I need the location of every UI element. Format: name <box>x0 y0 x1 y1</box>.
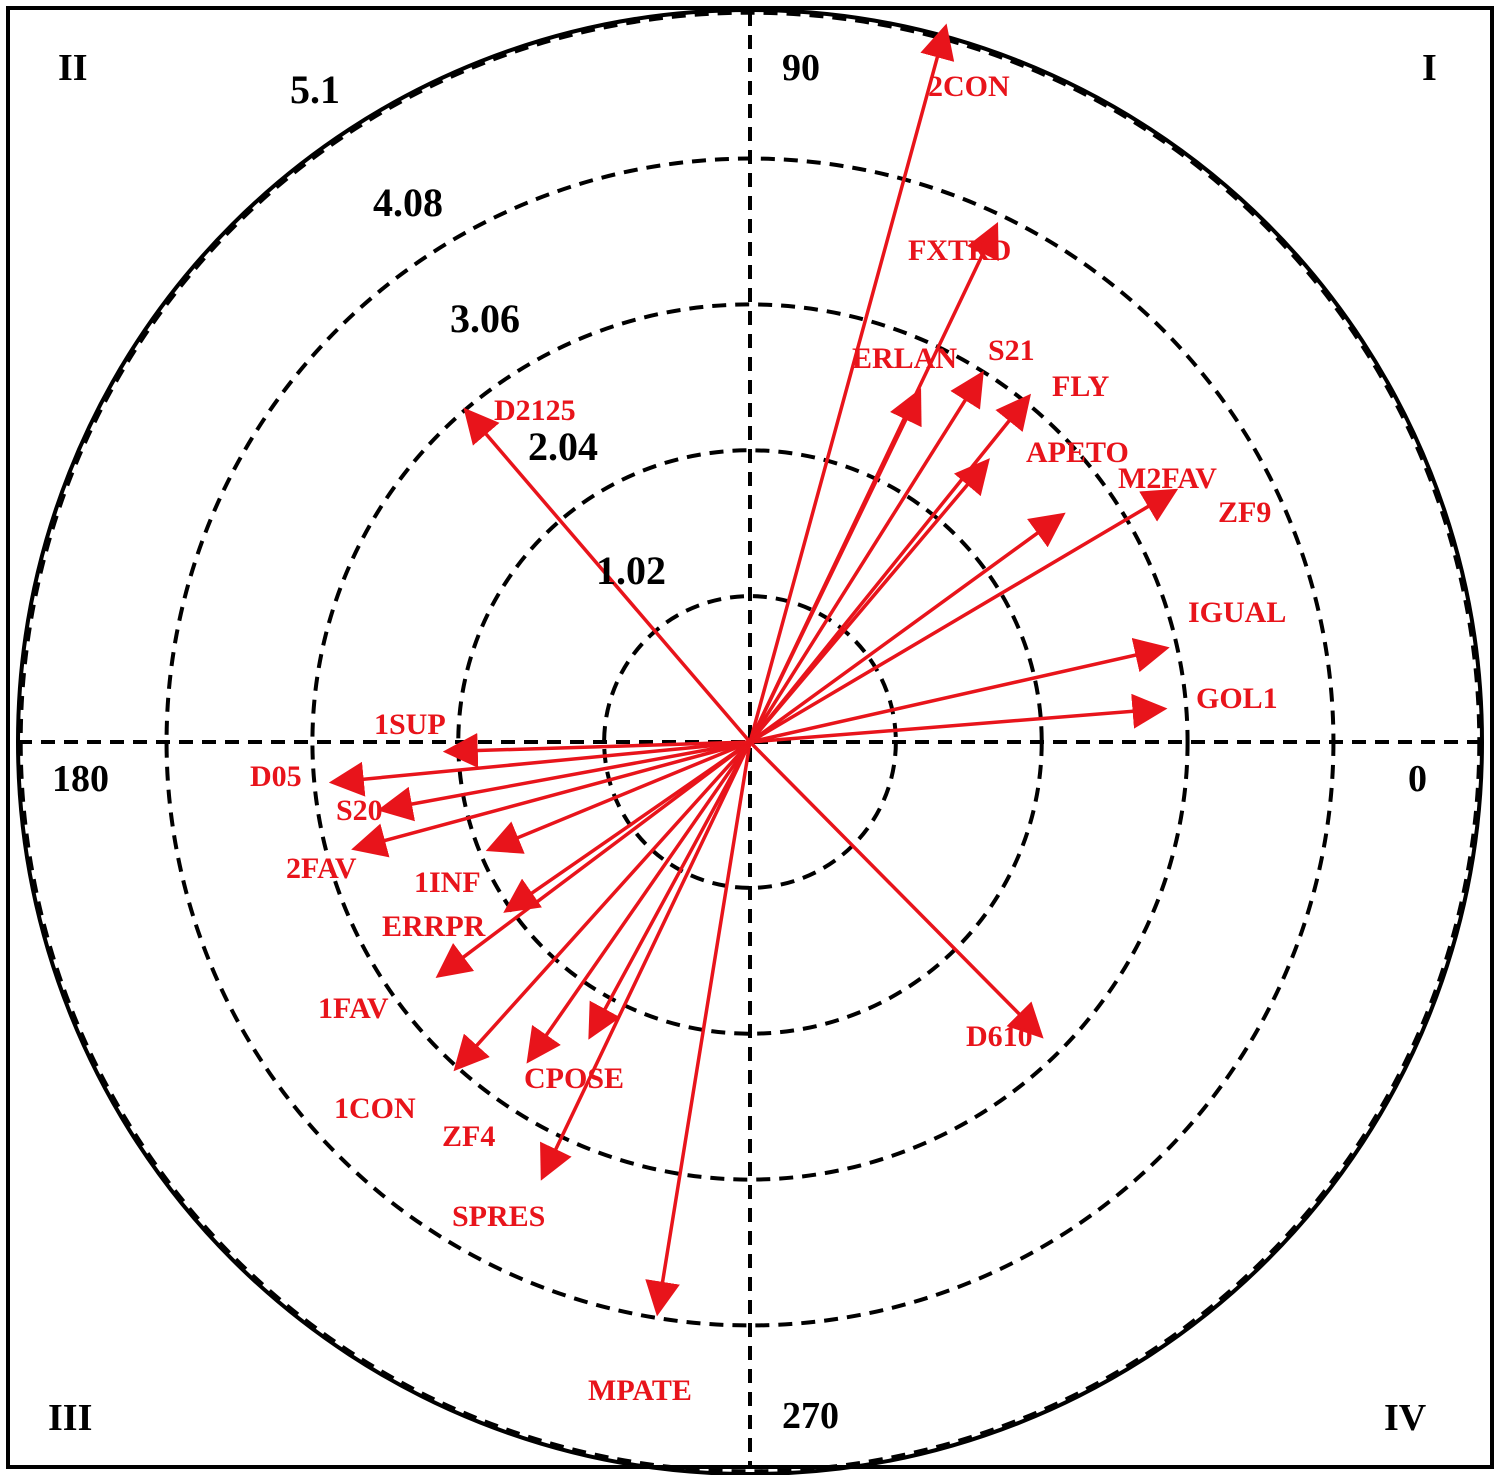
vector-label-s21: S21 <box>988 334 1035 367</box>
radial-tick-label: 4.08 <box>373 180 443 225</box>
quadrant-label: IV <box>1384 1397 1427 1439</box>
vector-label-2fav: 2FAV <box>286 852 357 885</box>
vector-label-s20: S20 <box>336 794 383 827</box>
vector-label-d610: D610 <box>966 1020 1033 1053</box>
radial-ring-3 <box>310 302 1190 1182</box>
vector-m2fav <box>748 512 1066 744</box>
vector-label-spres: SPRES <box>452 1200 545 1233</box>
quadrant-label: III <box>48 1397 92 1439</box>
vector-label-1sup: 1SUP <box>374 708 446 741</box>
vector-errpr <box>503 740 751 913</box>
vector-1con <box>453 740 752 1072</box>
vector-d05 <box>328 740 751 797</box>
vector-mpate <box>645 741 752 1317</box>
angle-label: 0 <box>1408 758 1427 800</box>
vector-label-1inf: 1INF <box>414 866 481 899</box>
radial-tick-label: 5.1 <box>290 67 340 112</box>
vector-label-zf4: ZF4 <box>442 1120 495 1153</box>
vector-label-igual: IGUAL <box>1188 596 1286 629</box>
vector-label-2con: 2CON <box>928 70 1010 103</box>
vector-1inf <box>485 740 751 854</box>
vector-label-m2fav: M2FAV <box>1118 462 1217 495</box>
vector-2fav <box>351 740 751 858</box>
vector-label-fly: FLY <box>1052 370 1110 403</box>
angle-label: 180 <box>52 758 109 800</box>
vector-zf9 <box>749 488 1179 744</box>
vector-igual <box>749 637 1170 744</box>
vector-label-erlan: ERLAN <box>852 342 957 375</box>
vector-label-fxtrd: FXTRD <box>908 234 1011 267</box>
vector-label-gol1: GOL1 <box>1196 682 1278 715</box>
vector-label-d2125: D2125 <box>494 394 576 427</box>
vector-layer <box>328 23 1179 1317</box>
vector-label-d05: D05 <box>250 760 302 793</box>
vector-label-zf9: ZF9 <box>1218 496 1271 529</box>
vector-d610 <box>748 740 1044 1039</box>
vector-erlan <box>748 388 922 743</box>
vector-label-mpate: MPATE <box>588 1374 692 1407</box>
radial-tick-label: 1.02 <box>596 548 666 593</box>
radial-tick-label: 2.04 <box>528 424 598 469</box>
vector-label-1fav: 1FAV <box>318 992 389 1025</box>
vector-cpose <box>588 741 752 1040</box>
polar-grid <box>16 8 1484 1475</box>
angle-label: 270 <box>782 1395 839 1437</box>
vector-2con <box>748 23 955 743</box>
vector-s20 <box>377 740 751 822</box>
vector-label-1con: 1CON <box>334 1092 416 1125</box>
vector-label-cpose: CPOSE <box>524 1062 624 1095</box>
vector-label-errpr: ERRPR <box>382 910 486 943</box>
vector-spres <box>540 741 752 1181</box>
vector-s21 <box>748 370 984 743</box>
quadrant-label: I <box>1422 47 1437 89</box>
vector-1fav <box>435 740 752 979</box>
vector-gol1 <box>749 693 1168 744</box>
radial-tick-label: 3.06 <box>450 296 520 341</box>
vector-label-apeto: APETO <box>1026 436 1129 469</box>
angle-label: 90 <box>782 47 820 89</box>
quadrant-label: II <box>58 47 88 89</box>
vector-1sup <box>442 733 751 769</box>
vector-apeto <box>748 458 990 744</box>
vector-zf4 <box>526 741 752 1064</box>
vector-d2125 <box>463 407 752 744</box>
